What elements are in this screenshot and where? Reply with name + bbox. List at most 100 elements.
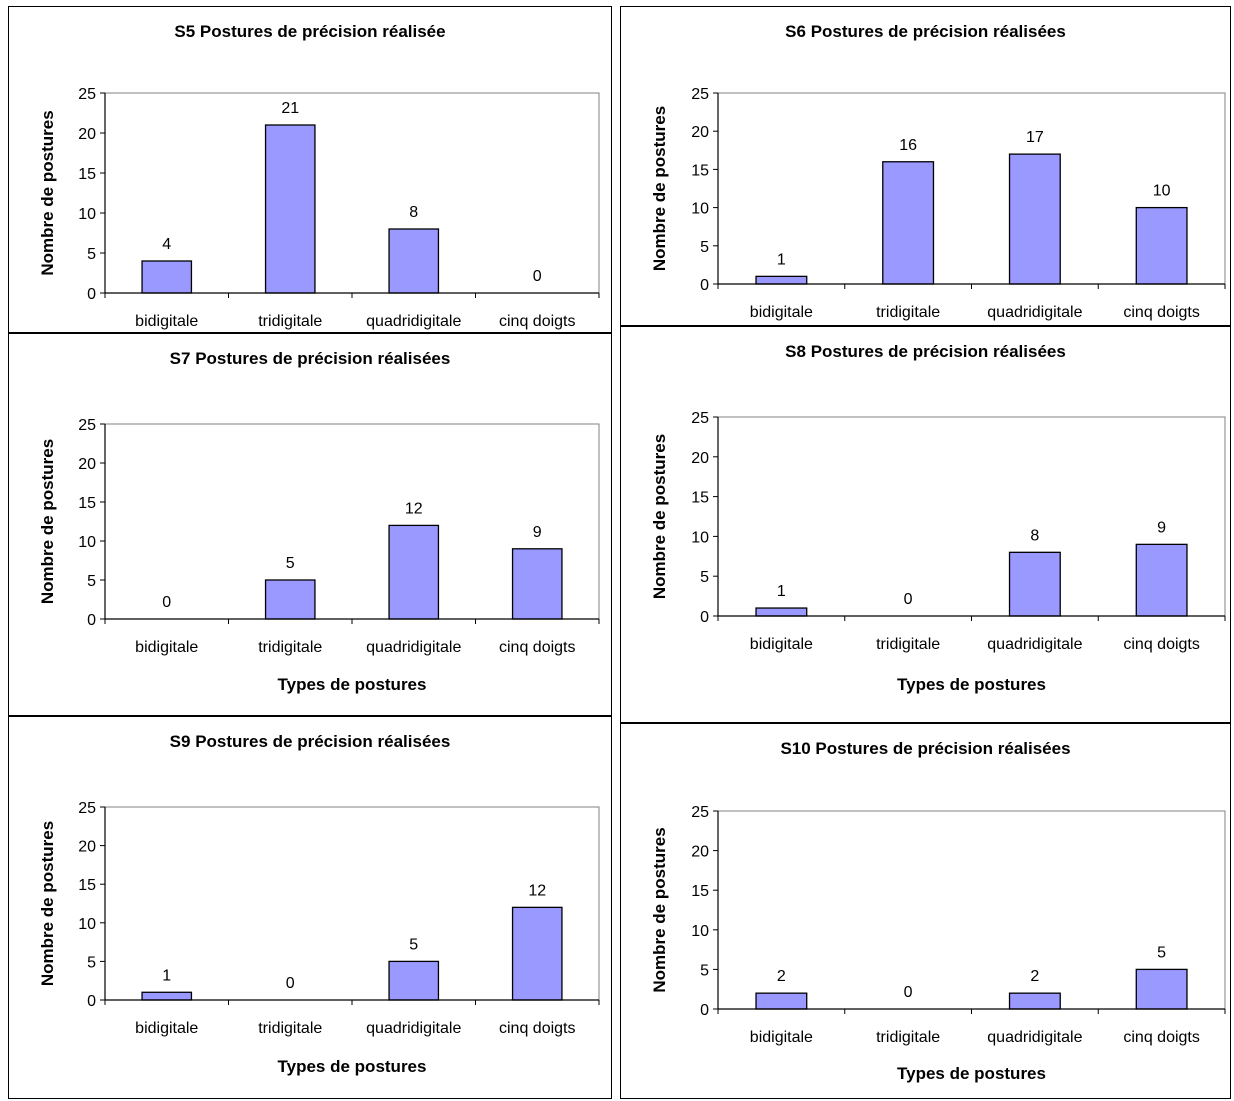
x-category-label: cinq doigts xyxy=(499,1020,576,1037)
data-label: 5 xyxy=(1157,944,1166,961)
y-tick-label: 0 xyxy=(87,286,96,303)
bar xyxy=(755,275,808,285)
x-axis-label: Types de postures xyxy=(278,1057,427,1076)
x-category-label: tridigitale xyxy=(258,639,322,656)
bar xyxy=(1008,153,1061,285)
data-label: 0 xyxy=(904,984,913,1001)
x-category-label: tridigitale xyxy=(876,636,940,653)
bar xyxy=(511,906,563,1001)
y-tick-label: 10 xyxy=(691,529,709,546)
y-tick-label: 15 xyxy=(78,166,96,183)
bar xyxy=(388,960,440,1001)
y-tick-label: 25 xyxy=(78,86,96,103)
data-label: 0 xyxy=(533,268,542,285)
x-category-label: quadridigitale xyxy=(366,1020,461,1037)
y-tick-label: 10 xyxy=(78,534,96,551)
data-label: 17 xyxy=(1026,129,1044,146)
data-label: 21 xyxy=(281,100,299,117)
x-category-label: bidigitale xyxy=(135,1020,198,1037)
x-category-label: quadridigitale xyxy=(366,639,461,656)
x-axis-label: Types de postures xyxy=(278,675,427,694)
y-tick-label: 20 xyxy=(691,450,709,467)
x-category-label: bidigitale xyxy=(750,636,813,653)
y-tick-label: 0 xyxy=(87,612,96,629)
y-tick-label: 20 xyxy=(78,839,96,856)
data-label: 5 xyxy=(286,555,295,572)
data-label: 1 xyxy=(777,251,786,268)
x-category-label: bidigitale xyxy=(135,313,198,330)
y-tick-label: 25 xyxy=(691,86,709,103)
y-tick-label: 15 xyxy=(78,877,96,894)
bar xyxy=(141,991,193,1001)
data-label: 2 xyxy=(777,968,786,985)
chart-title: S6 Postures de précision réalisées xyxy=(785,22,1066,41)
x-category-label: cinq doigts xyxy=(1123,304,1200,321)
bar xyxy=(1135,968,1188,1010)
y-axis-label: Nombre de postures xyxy=(38,110,57,275)
bar xyxy=(1008,551,1061,617)
y-tick-label: 5 xyxy=(700,962,709,979)
data-label: 0 xyxy=(162,594,171,611)
y-tick-label: 10 xyxy=(691,923,709,940)
x-category-label: cinq doigts xyxy=(1123,636,1200,653)
bar xyxy=(1135,543,1188,617)
chart-s10: S10 Postures de précision réalisées 0 5 10 1… xyxy=(650,739,1226,1083)
data-label: 4 xyxy=(162,236,171,253)
bar xyxy=(755,607,808,617)
y-axis-label: Nombre de postures xyxy=(650,827,669,992)
x-category-label: bidigitale xyxy=(750,1029,813,1046)
chart-s9: S9 Postures de précision réalisées051015… xyxy=(38,732,600,1076)
y-tick-label: 5 xyxy=(87,246,96,263)
bar xyxy=(882,161,935,285)
x-category-label: quadridigitale xyxy=(987,1029,1082,1046)
bar xyxy=(755,992,808,1010)
y-tick-label: 10 xyxy=(78,916,96,933)
data-label: 8 xyxy=(409,204,418,221)
chart-s7: S7 Postures de précision réalisées 0 5 10 15… xyxy=(38,349,600,694)
chart-panel-s8: S8 Postures de précision réalisées 0 5 10 15… xyxy=(620,326,1231,723)
bar xyxy=(264,579,316,620)
chart-title: S7 Postures de précision réalisées xyxy=(170,349,451,368)
bar xyxy=(388,524,440,620)
y-tick-label: 5 xyxy=(87,954,96,971)
y-tick-label: 0 xyxy=(700,277,709,294)
x-category-label: tridigitale xyxy=(258,1020,322,1037)
data-label: 5 xyxy=(409,936,418,953)
data-label: 16 xyxy=(899,137,917,154)
y-tick-label: 0 xyxy=(700,609,709,626)
y-tick-label: 5 xyxy=(700,239,709,256)
x-category-label: bidigitale xyxy=(750,304,813,321)
x-category-label: tridigitale xyxy=(876,1029,940,1046)
data-label: 9 xyxy=(1157,519,1166,536)
data-label: 1 xyxy=(162,967,171,984)
x-category-label: tridigitale xyxy=(876,304,940,321)
chart-panel-s9: S9 Postures de précision réalisées 0 5 10 15… xyxy=(8,716,612,1099)
y-tick-label: 15 xyxy=(78,495,96,512)
y-tick-label: 0 xyxy=(700,1002,709,1019)
data-label: 1 xyxy=(777,583,786,600)
y-tick-label: 10 xyxy=(691,201,709,218)
bar xyxy=(511,548,563,620)
y-tick-label: 25 xyxy=(691,410,709,427)
y-tick-label: 25 xyxy=(78,800,96,817)
data-label: 0 xyxy=(286,975,295,992)
y-tick-label: 15 xyxy=(691,162,709,179)
data-label: 0 xyxy=(904,591,913,608)
data-label: 10 xyxy=(1153,183,1171,200)
bar xyxy=(1008,992,1061,1010)
chart-title: S9 Postures de précision réalisées xyxy=(170,732,451,751)
y-axis-label: Nombre de postures xyxy=(650,106,669,271)
y-tick-label: 20 xyxy=(691,124,709,141)
chart-panel-s7: S7 Postures de précision réalisées 0 5 10 15… xyxy=(8,333,612,716)
x-category-label: quadridigitale xyxy=(366,313,461,330)
y-tick-label: 25 xyxy=(78,417,96,434)
data-label: 9 xyxy=(533,524,542,541)
chart-panel-s10: S10 Postures de précision réalisées 0 5 10 1… xyxy=(620,723,1231,1099)
y-axis-label: Nombre de postures xyxy=(38,439,57,604)
bar xyxy=(264,124,316,294)
y-tick-label: 0 xyxy=(87,993,96,1010)
bar xyxy=(388,228,440,294)
chart-panel-s6: S6 Postures de précision réalisées 0 5 10 15… xyxy=(620,6,1231,326)
bar xyxy=(141,260,193,294)
y-tick-label: 15 xyxy=(691,883,709,900)
